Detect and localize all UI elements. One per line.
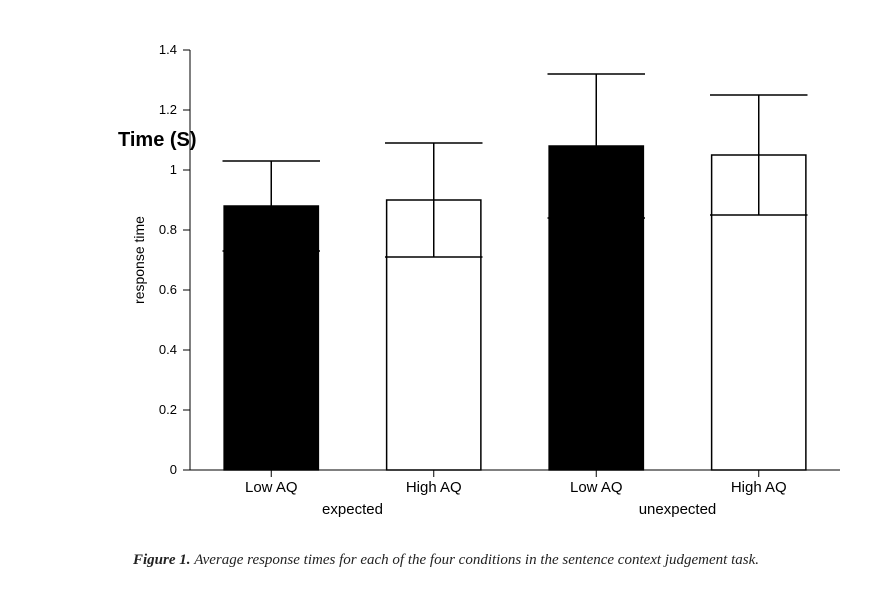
group-label: expected — [322, 501, 383, 518]
chart-container: Time (S) 0 0.2 0.4 0.6 0.8 1 1.2 1.4 response tim… — [20, 20, 872, 540]
figure-caption: Figure 1. Average response times for eac… — [20, 552, 872, 569]
category-label: Low AQ — [570, 479, 623, 496]
y-tick-label: 1.2 — [159, 102, 177, 117]
y-tick-label: 0.8 — [159, 222, 177, 237]
y-axis-title: response time — [131, 216, 147, 304]
y-tick-label: 0.4 — [159, 342, 177, 357]
figure-label: Figure 1. — [133, 552, 191, 568]
y-tick-label: 1.4 — [159, 42, 177, 57]
time-unit-label: Time (S) — [118, 129, 197, 151]
bar-chart: Time (S) 0 0.2 0.4 0.6 0.8 1 1.2 1.4 response tim… — [20, 20, 872, 540]
y-tick-label: 0 — [170, 462, 177, 477]
category-label: Low AQ — [245, 479, 298, 496]
y-tick-label: 1 — [170, 162, 177, 177]
y-tick-label: 0.6 — [159, 282, 177, 297]
category-label: High AQ — [406, 479, 462, 496]
figure-text: Average response times for each of the f… — [194, 552, 759, 568]
y-tick-label: 0.2 — [159, 402, 177, 417]
group-label: unexpected — [639, 501, 717, 518]
category-label: High AQ — [731, 479, 787, 496]
